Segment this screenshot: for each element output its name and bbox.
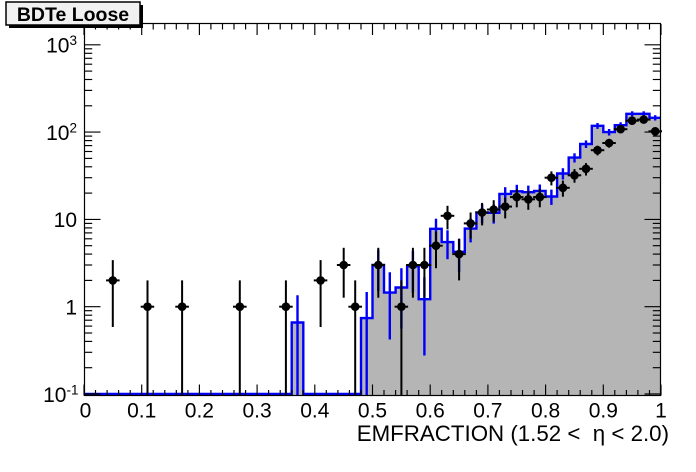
svg-text:0.2: 0.2 [185, 399, 214, 422]
svg-text:BDTe Loose: BDTe Loose [17, 4, 129, 26]
svg-text:0.5: 0.5 [358, 399, 387, 422]
svg-text:0.9: 0.9 [589, 399, 618, 422]
svg-text:10: 10 [54, 209, 77, 232]
svg-text:0.1: 0.1 [127, 399, 156, 422]
svg-text:0.6: 0.6 [416, 399, 445, 422]
svg-text:EMFRACTION (1.52 < η < 2.0): EMFRACTION (1.52 < η < 2.0) [357, 421, 669, 446]
svg-text:0.7: 0.7 [473, 399, 502, 422]
svg-text:0.4: 0.4 [300, 399, 330, 422]
svg-text:0.3: 0.3 [242, 399, 271, 422]
svg-text:0: 0 [80, 399, 92, 422]
svg-text:1: 1 [655, 399, 667, 422]
svg-text:1: 1 [65, 297, 77, 320]
svg-text:0.8: 0.8 [531, 399, 560, 422]
